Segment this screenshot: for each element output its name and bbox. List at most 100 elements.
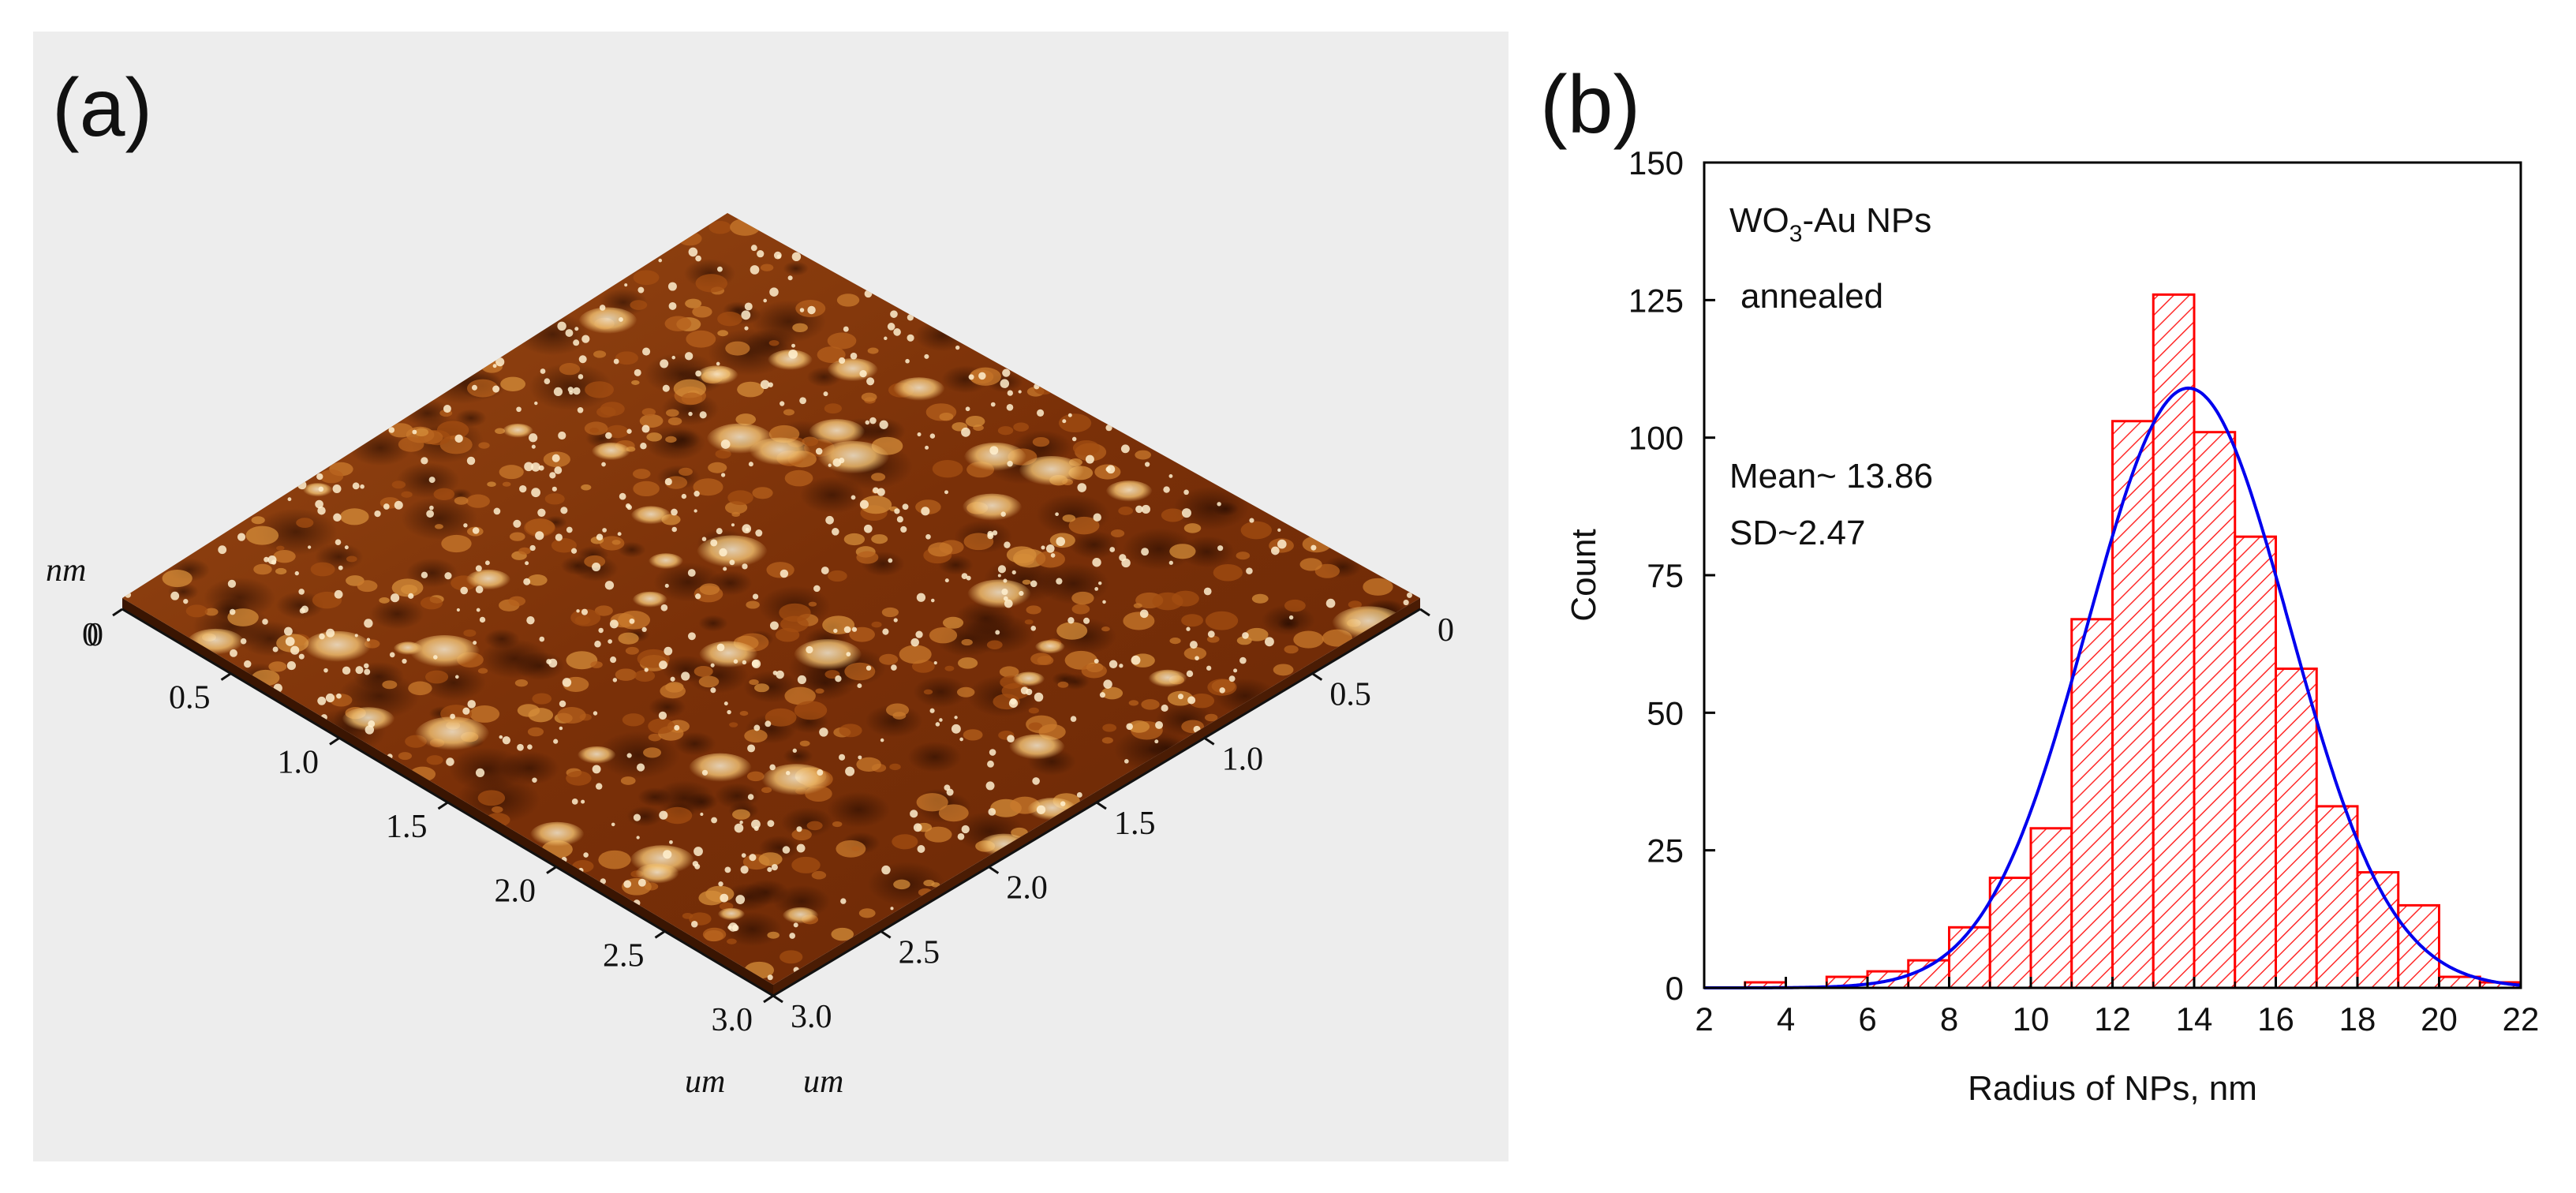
afm-grain — [698, 890, 724, 906]
histogram-bar — [1948, 926, 1991, 989]
right-axis-tick — [772, 994, 783, 1004]
afm-grain — [956, 686, 975, 697]
afm-grain — [794, 701, 828, 720]
afm-grain — [646, 432, 663, 442]
afm-plateau — [414, 716, 490, 754]
afm-nanoparticle — [773, 251, 782, 260]
afm-grain — [806, 821, 823, 831]
afm-grain — [792, 323, 808, 332]
afm-grain — [477, 790, 506, 806]
afm-grain — [589, 428, 600, 433]
afm-grain — [695, 274, 728, 293]
afm-nanoparticle — [1008, 698, 1019, 709]
afm-nanoparticle — [733, 659, 738, 664]
afm-nanoparticle — [851, 495, 856, 500]
afm-nanoparticle — [608, 639, 613, 644]
afm-nanoparticle — [581, 335, 590, 343]
afm-pit — [1277, 617, 1300, 631]
afm-plateau — [782, 907, 819, 926]
x-tick-label: 2 — [1695, 1000, 1713, 1038]
afm-grain — [752, 487, 773, 499]
afm-nanoparticle — [951, 724, 961, 734]
afm-grain — [1013, 422, 1030, 432]
afm-nanoparticle — [791, 343, 795, 348]
afm-grain — [466, 379, 499, 398]
afm-nanoparticle — [1001, 588, 1008, 596]
histogram-bar — [2070, 618, 2114, 989]
afm-grain — [1028, 707, 1039, 714]
afm-nanoparticle — [1099, 692, 1106, 698]
afm-nanoparticle — [577, 406, 584, 413]
afm-grain — [296, 518, 314, 528]
afm-grain — [570, 608, 601, 626]
afm-nanoparticle — [929, 708, 935, 713]
afm-plateau — [767, 350, 813, 372]
afm-grain — [1101, 686, 1123, 700]
afm-plateau — [817, 441, 890, 477]
afm-plateau — [966, 579, 1032, 612]
afm-grain — [717, 330, 729, 337]
afm-grain — [1284, 645, 1299, 654]
afm-grain — [692, 305, 712, 318]
afm-grain — [664, 316, 692, 331]
afm-nanoparticle — [739, 821, 743, 825]
afm-z-axis: nm 0 0 — [46, 552, 103, 653]
right-axis-tick-label: 1.0 — [1222, 741, 1264, 777]
afm-nanoparticle — [244, 660, 252, 668]
afm-nanoparticle — [334, 589, 343, 599]
afm-nanoparticle — [742, 563, 748, 570]
afm-plateau — [591, 442, 631, 462]
z-axis-tick: 0 — [82, 617, 99, 653]
afm-nanoparticle — [636, 763, 645, 772]
afm-nanoparticle — [325, 693, 335, 703]
afm-grain — [660, 683, 686, 699]
afm-grain — [780, 615, 809, 633]
afm-pit — [964, 613, 1035, 654]
afm-nanoparticle — [574, 327, 579, 331]
afm-nanoparticle — [838, 357, 846, 365]
afm-nanoparticle — [825, 515, 834, 525]
afm-grain — [425, 670, 449, 684]
afm-plateau — [761, 764, 832, 799]
afm-nanoparticle — [389, 652, 395, 658]
afm-nanoparticle — [558, 431, 566, 440]
afm-nanoparticle — [839, 754, 846, 761]
afm-plateau — [793, 639, 862, 674]
afm-nanoparticle — [421, 571, 428, 579]
afm-pit — [714, 783, 761, 810]
afm-grain — [663, 806, 693, 825]
afm-nanoparticle — [642, 347, 651, 356]
afm-nanoparticle — [890, 310, 898, 318]
afm-nanoparticle — [806, 645, 813, 654]
afm-nanoparticle — [669, 840, 673, 844]
afm-plateau — [1012, 671, 1045, 688]
afm-nanoparticle — [364, 619, 373, 628]
annotation-material-rest: -Au NPs — [1802, 201, 1931, 240]
afm-nanoparticle — [1288, 615, 1294, 620]
afm-nanoparticle — [710, 663, 715, 668]
afm-nanoparticle — [797, 675, 806, 685]
afm-nanoparticle — [595, 783, 603, 790]
panel-b-label: (b) — [1540, 59, 1640, 151]
afm-nanoparticle — [527, 744, 533, 750]
afm-nanoparticle — [695, 593, 701, 600]
afm-grain — [590, 660, 603, 668]
afm-plateau — [892, 377, 945, 404]
x-tick-label: 20 — [2421, 1000, 2458, 1038]
afm-nanoparticle — [727, 709, 731, 715]
afm-plateau — [962, 493, 1023, 524]
afm-nanoparticle — [366, 638, 371, 641]
afm-nanoparticle — [843, 326, 849, 332]
afm-nanoparticle — [1105, 424, 1112, 432]
afm-nanoparticle — [534, 401, 538, 406]
afm-grain — [492, 806, 503, 813]
afm-nanoparticle — [1124, 759, 1129, 764]
annotation-block: WO3-Au NPs annealed Mean~ 13.86 SD~2.47 — [1729, 201, 1933, 552]
afm-grain — [1123, 611, 1155, 630]
afm-nanoparticle — [319, 633, 325, 640]
left-axis-tick-label: 3.0 — [712, 1002, 753, 1038]
annotation-material: WO3-Au NPs — [1729, 201, 1931, 247]
afm-nanoparticle — [917, 432, 922, 437]
afm-nanoparticle — [1071, 436, 1077, 442]
afm-grain — [245, 525, 279, 545]
